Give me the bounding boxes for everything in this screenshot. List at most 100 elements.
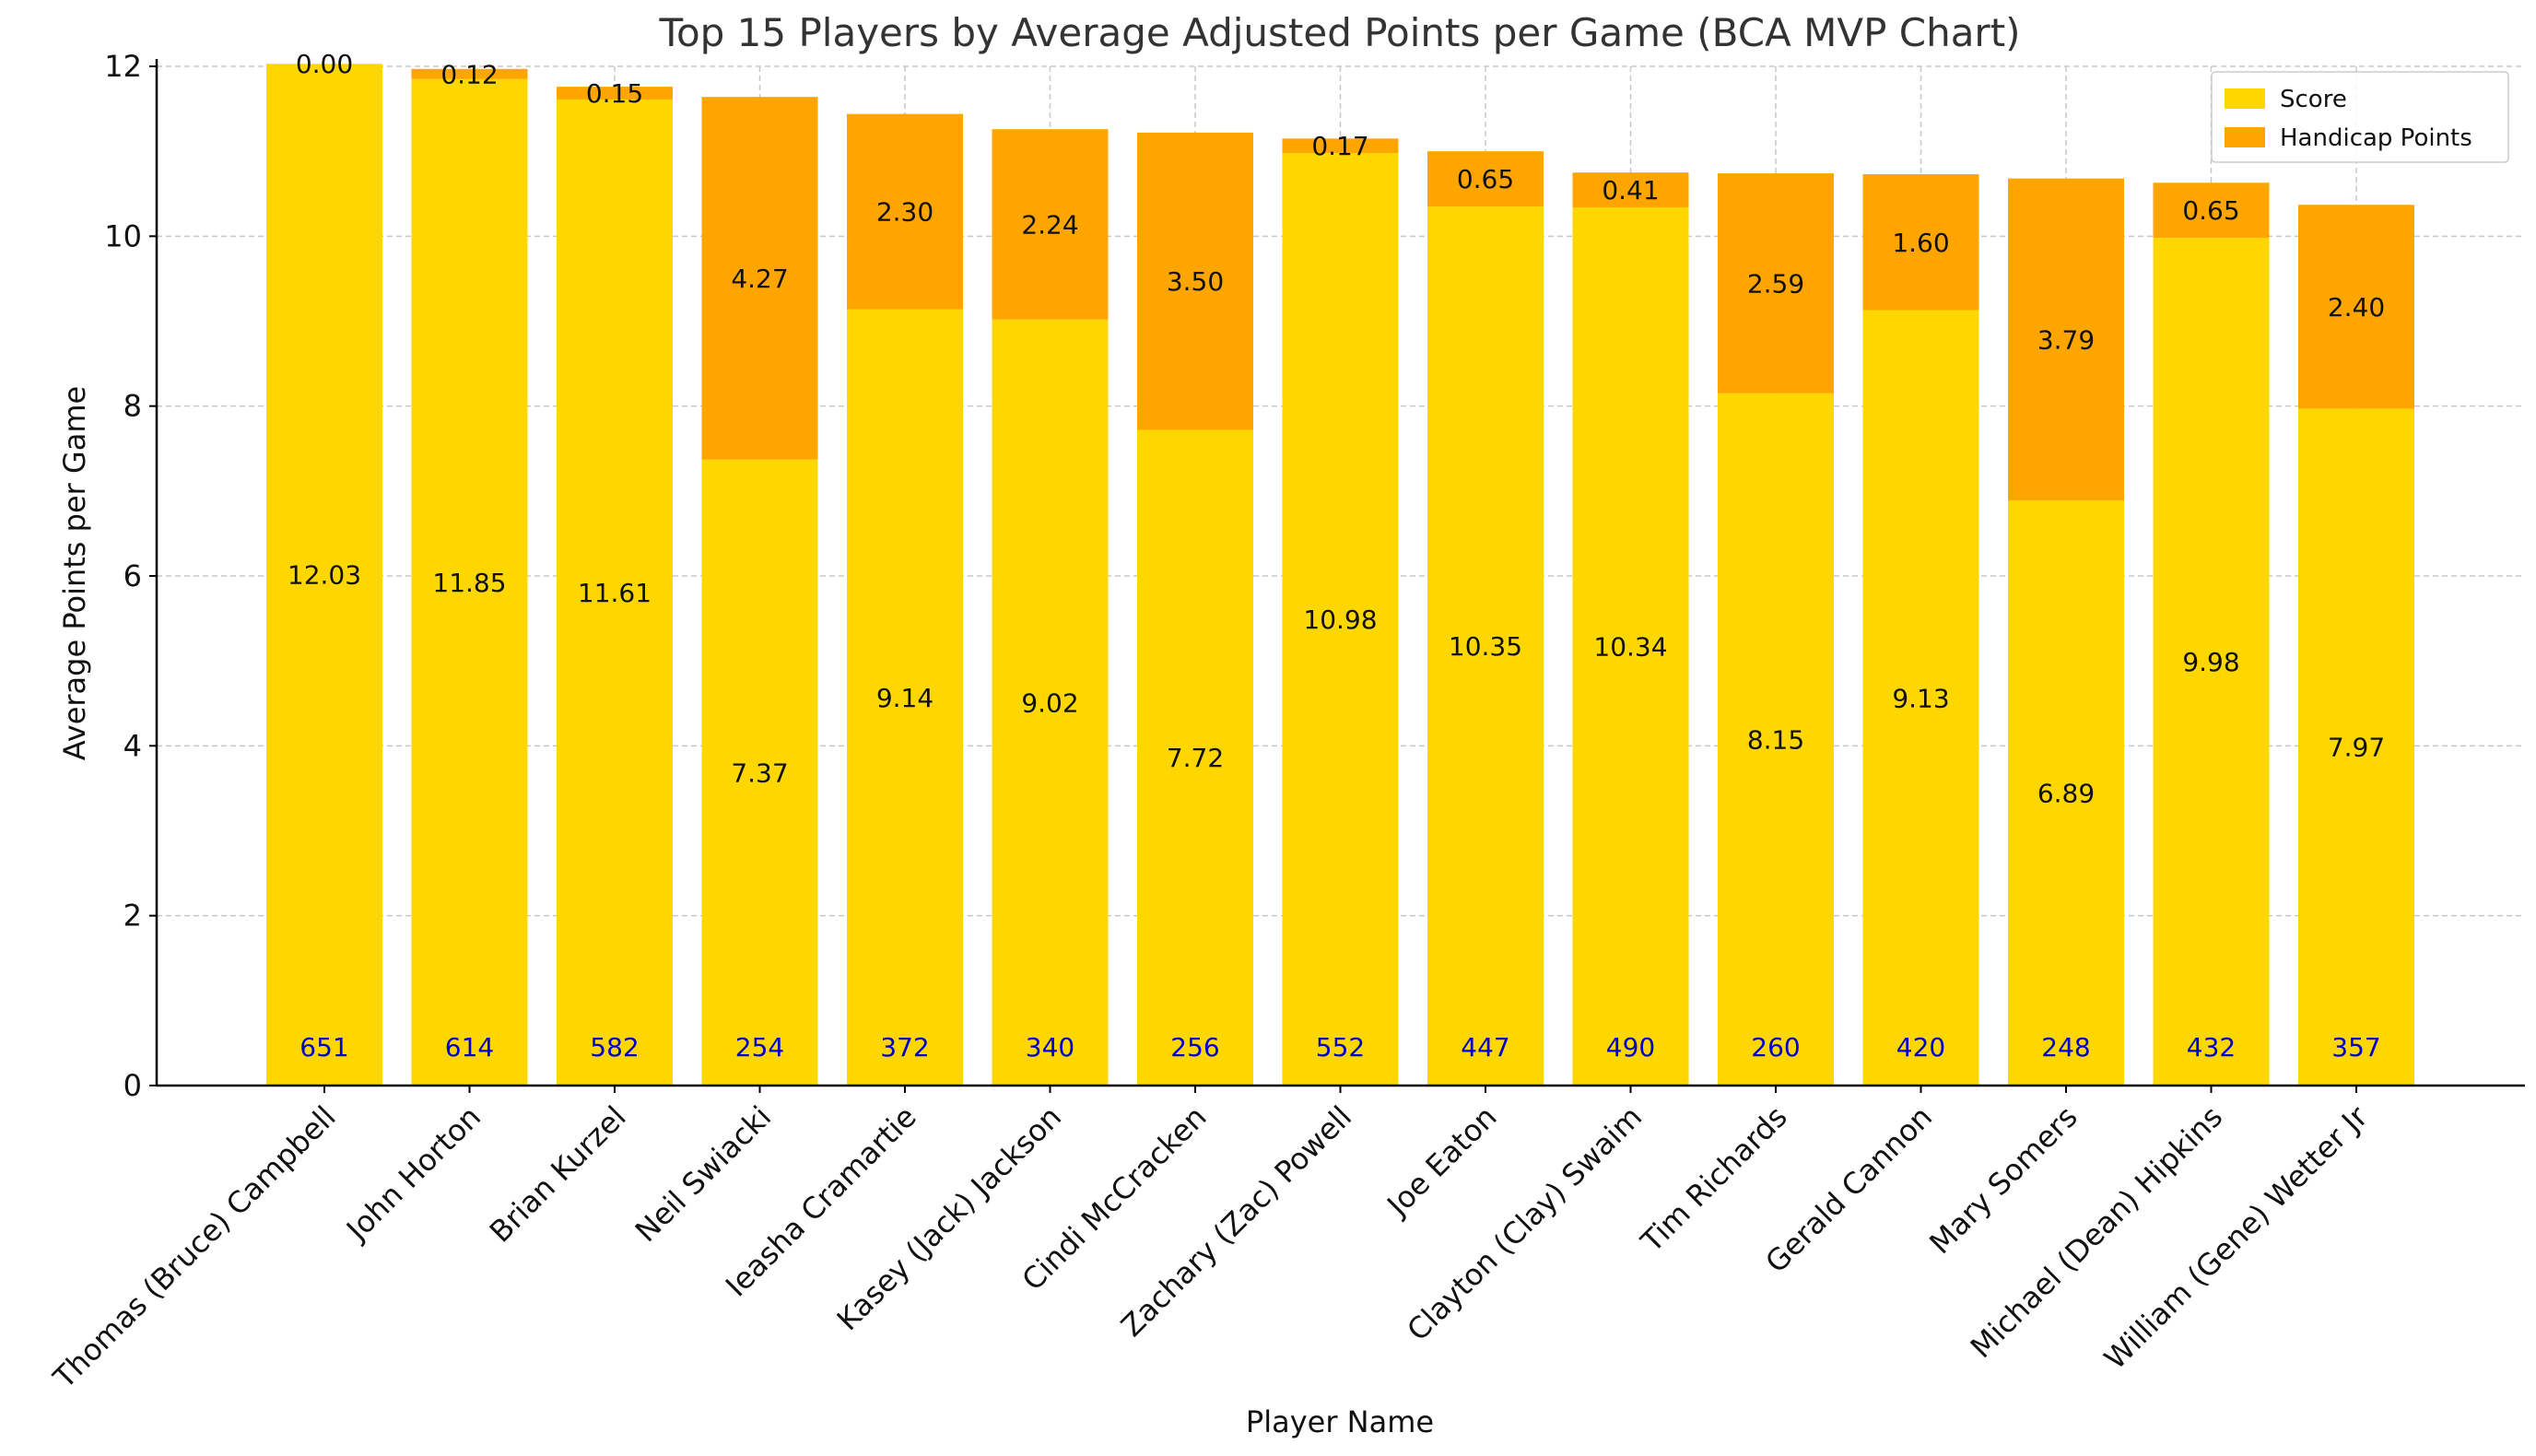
score-value-label: 9.98 — [2182, 647, 2239, 677]
data-labels: 12.03 0.00 651 11.85 0.12 614 11.61 0.15 582 7.37… — [288, 49, 2385, 1063]
handicap-bar — [1427, 151, 1544, 207]
score-bar — [847, 309, 963, 1086]
score-value-label: 11.61 — [578, 578, 652, 608]
bar-annotation-label: 248 — [2041, 1032, 2090, 1063]
score-value-label: 7.97 — [2328, 733, 2385, 763]
score-value-label: 7.72 — [1167, 743, 1224, 773]
y-tick-label: 0 — [123, 1068, 142, 1103]
x-tick-label: Thomas (Bruce) Campbell — [46, 1099, 343, 1396]
score-value-label: 8.15 — [1747, 724, 1804, 755]
score-bar — [2008, 499, 2124, 1086]
score-value-label: 12.03 — [288, 560, 361, 591]
x-tick-label: Joe Eaton — [1380, 1099, 1504, 1224]
score-value-label: 11.85 — [432, 568, 506, 598]
y-tick-label: 2 — [123, 898, 142, 933]
score-bar — [2153, 238, 2270, 1086]
score-bar — [1137, 429, 1253, 1086]
score-value-label: 10.98 — [1303, 605, 1377, 635]
x-tick-label: William (Gene) Wetter Jr — [2097, 1098, 2375, 1376]
handicap-bar — [1137, 132, 1253, 430]
score-value-label: 9.13 — [1892, 683, 1949, 713]
score-value-label: 9.14 — [876, 683, 933, 713]
score-bar — [992, 319, 1109, 1086]
legend: Score Handicap Points — [2211, 71, 2509, 163]
bar-annotation-label: 254 — [735, 1032, 784, 1063]
handicap-bar — [2153, 182, 2270, 239]
legend-swatch-score — [2225, 88, 2265, 109]
handicap-value-label: 0.65 — [1457, 164, 1514, 194]
bar-annotation-label: 614 — [445, 1032, 494, 1063]
bar-annotation-label: 651 — [299, 1032, 348, 1063]
legend-swatch-handicap — [2225, 127, 2265, 147]
handicap-bar — [2298, 205, 2414, 409]
handicap-bar — [1282, 138, 1399, 154]
score-value-label: 7.37 — [731, 757, 788, 788]
handicap-value-label: 1.60 — [1892, 228, 1949, 258]
score-value-label: 6.89 — [2037, 778, 2095, 808]
bar-annotation-label: 372 — [880, 1032, 929, 1063]
y-tick-label: 6 — [123, 558, 142, 593]
x-tick-label: Mary Somers — [1922, 1099, 2084, 1261]
score-bar — [411, 78, 528, 1086]
handicap-value-label: 3.79 — [2037, 324, 2095, 355]
bar-annotation-label: 420 — [1896, 1032, 1945, 1063]
bar-annotation-label: 260 — [1751, 1032, 1800, 1063]
score-bar — [557, 99, 673, 1086]
bar-annotation-label: 447 — [1461, 1032, 1509, 1063]
handicap-bar — [1572, 172, 1689, 207]
bar-annotation-label: 432 — [2187, 1032, 2236, 1063]
y-tick-label: 8 — [123, 389, 142, 424]
bar-annotation-label: 357 — [2331, 1032, 2380, 1063]
x-tick-label: Tim Richards — [1634, 1099, 1794, 1260]
bar-annotation-label: 582 — [590, 1032, 639, 1063]
x-tick-label: Brian Kurzel — [483, 1099, 633, 1250]
y-axis-title: Average Points per Game — [57, 386, 92, 760]
bar-annotation-label: 490 — [1606, 1032, 1655, 1063]
handicap-bar — [1862, 174, 1979, 311]
y-ticks: 0 2 4 6 8 10 12 — [104, 49, 157, 1103]
handicap-bar — [2008, 178, 2124, 500]
handicap-value-label: 0.15 — [586, 78, 643, 109]
handicap-value-label: 0.12 — [440, 59, 498, 89]
handicap-bar — [847, 113, 963, 310]
handicap-value-label: 3.50 — [1167, 266, 1224, 297]
handicap-value-label: 0.65 — [2182, 195, 2239, 226]
handicap-value-label: 0.17 — [1311, 131, 1368, 161]
score-bar — [701, 459, 818, 1086]
legend-label-handicap: Handicap Points — [2280, 124, 2472, 152]
y-tick-label: 4 — [123, 728, 142, 763]
bars — [266, 64, 2414, 1086]
x-tick-label: Michael (Dean) Hipkins — [1964, 1099, 2229, 1365]
handicap-value-label: 0.00 — [296, 49, 353, 79]
x-tick-label: Neil Swiacki — [628, 1099, 778, 1249]
x-tick-label: Clayton (Clay) Swaim — [1400, 1099, 1649, 1348]
legend-box — [2211, 71, 2509, 163]
handicap-value-label: 4.27 — [731, 264, 788, 294]
handicap-bar — [1718, 173, 1834, 393]
handicap-value-label: 2.40 — [2328, 292, 2385, 323]
handicap-bar — [557, 87, 673, 100]
handicap-value-label: 2.59 — [1747, 268, 1804, 299]
handicap-value-label: 0.41 — [1602, 175, 1659, 205]
handicap-bar — [411, 68, 528, 79]
chart-title: Top 15 Players by Average Adjusted Point… — [658, 10, 2020, 55]
score-bar — [2298, 408, 2414, 1086]
bar-annotation-label: 552 — [1316, 1032, 1365, 1063]
score-value-label: 9.02 — [1021, 687, 1078, 718]
score-value-label: 10.35 — [1449, 631, 1522, 662]
score-bar — [1718, 393, 1834, 1086]
legend-label-score: Score — [2280, 86, 2347, 113]
score-bar — [266, 64, 382, 1086]
y-tick-label: 12 — [104, 49, 142, 84]
score-value-label: 10.34 — [1593, 631, 1667, 662]
x-axis-title: Player Name — [1246, 1404, 1434, 1439]
score-bar — [1282, 153, 1399, 1086]
score-bar — [1862, 310, 1979, 1086]
score-bar — [1427, 206, 1544, 1086]
handicap-value-label: 2.24 — [1021, 209, 1078, 240]
handicap-bar — [701, 97, 818, 460]
handicap-value-label: 2.30 — [876, 197, 933, 228]
score-bar — [1572, 206, 1689, 1086]
